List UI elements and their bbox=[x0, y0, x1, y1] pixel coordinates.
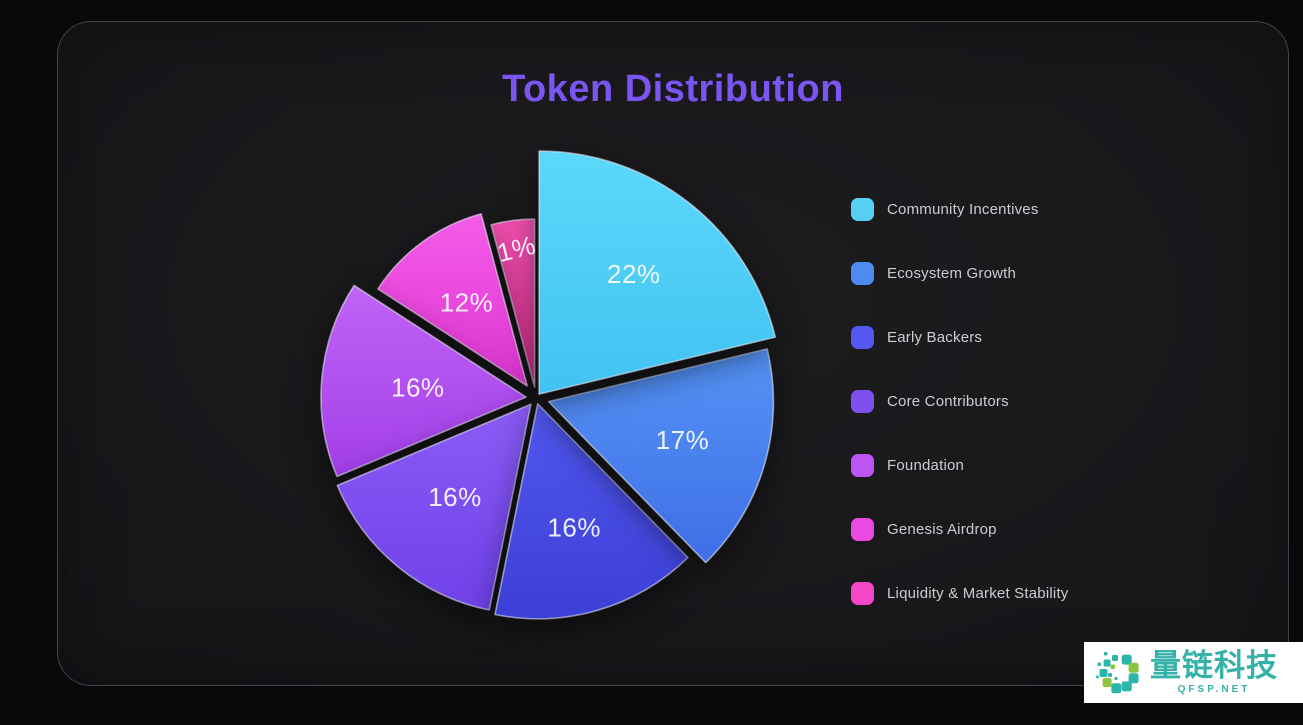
watermark-brand-text: 量链科技 bbox=[1150, 648, 1278, 684]
chart-panel: Token Distribution 22% 17% 16% 16% 16% 12% 1% … bbox=[57, 21, 1289, 686]
pie-slice-ecosystem-growth[interactable] bbox=[547, 348, 775, 564]
chart-title: Token Distribution bbox=[502, 68, 844, 110]
legend-label: Early Backers bbox=[887, 329, 983, 346]
pie-slice-liquidity-market-stability[interactable] bbox=[490, 218, 536, 388]
legend-label: Liquidity & Market Stability bbox=[887, 585, 1069, 602]
legend-item-core-contributors[interactable]: Core Contributors bbox=[851, 390, 1069, 413]
pie-slice-foundation[interactable] bbox=[320, 284, 527, 478]
legend-label: Ecosystem Growth bbox=[887, 265, 1017, 282]
legend-swatch-core-contributors bbox=[851, 390, 874, 413]
legend-item-liquidity-market-stability[interactable]: Liquidity & Market Stability bbox=[851, 582, 1069, 605]
legend: Community Incentives Ecosystem Growth Earl… bbox=[851, 198, 1069, 605]
legend-label: Core Contributors bbox=[887, 393, 1009, 410]
token-distribution-pie-chart: 22%17%16%16%16%12%1% bbox=[320, 150, 777, 620]
legend-swatch-foundation bbox=[851, 454, 874, 477]
legend-swatch-genesis-airdrop bbox=[851, 518, 874, 541]
legend-swatch-ecosystem-growth bbox=[851, 262, 874, 285]
legend-item-foundation[interactable]: Foundation bbox=[851, 454, 1069, 477]
pie-slice-early-backers[interactable] bbox=[494, 403, 689, 620]
pie-slice-community-incentives[interactable] bbox=[538, 150, 777, 395]
pie-slice-core-contributors[interactable] bbox=[336, 403, 532, 611]
legend-swatch-liquidity-market-stability bbox=[851, 582, 874, 605]
legend-swatch-community-incentives bbox=[851, 198, 874, 221]
watermark: 量链科技 QFSP.NET bbox=[1084, 642, 1303, 703]
legend-swatch-early-backers bbox=[851, 326, 874, 349]
legend-label: Foundation bbox=[887, 457, 965, 474]
legend-item-ecosystem-growth[interactable]: Ecosystem Growth bbox=[851, 262, 1069, 285]
legend-label: Genesis Airdrop bbox=[887, 521, 997, 538]
pie-slice-genesis-airdrop[interactable] bbox=[377, 213, 528, 387]
qlkj-logo-icon bbox=[1096, 651, 1139, 693]
watermark-domain-text: QFSP.NET bbox=[1177, 683, 1251, 695]
legend-label: Community Incentives bbox=[887, 201, 1039, 218]
legend-item-early-backers[interactable]: Early Backers bbox=[851, 326, 1069, 349]
watermark-text: 量链科技 QFSP.NET bbox=[1150, 650, 1278, 695]
legend-item-community-incentives[interactable]: Community Incentives bbox=[851, 198, 1069, 221]
app-background: Token Distribution 22% 17% 16% 16% 16% 12% 1% … bbox=[57, 21, 1303, 703]
legend-item-genesis-airdrop[interactable]: Genesis Airdrop bbox=[851, 518, 1069, 541]
